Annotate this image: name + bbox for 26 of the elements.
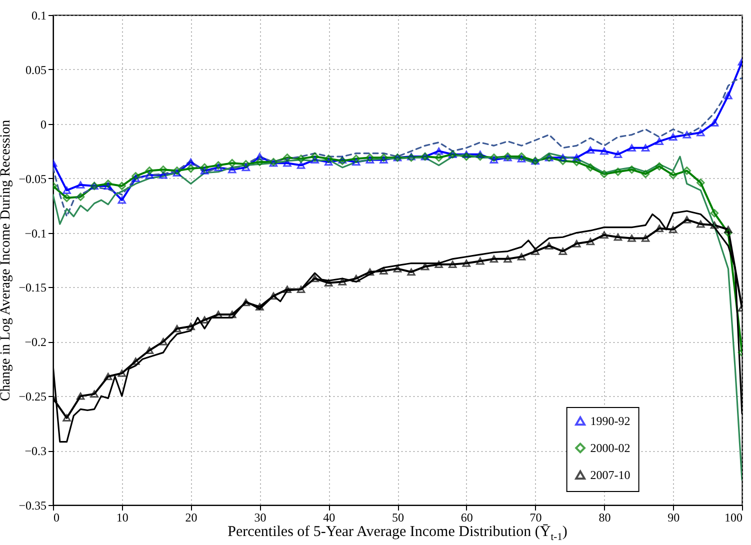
x-tick-label: 20 <box>185 510 198 524</box>
y-tick-label: 0.05 <box>26 62 46 77</box>
y-tick-label: −0.25 <box>18 390 46 404</box>
legend-label: 2000-02 <box>590 441 630 455</box>
y-tick-label: 0.1 <box>32 8 46 22</box>
y-tick-label: 0 <box>40 117 46 132</box>
legend-label: 1990-92 <box>590 414 630 428</box>
x-tick-label: 30 <box>254 510 266 524</box>
y-tick-label: −0.1 <box>24 226 46 240</box>
y-tick-label: −0.15 <box>18 280 46 295</box>
x-tick-label: 80 <box>598 510 611 524</box>
x-tick-label: 10 <box>116 510 128 524</box>
x-tick-label: 60 <box>460 510 473 524</box>
y-tick-label: −0.05 <box>18 172 46 186</box>
x-tick-label: 90 <box>668 510 680 524</box>
legend-label: 2007-10 <box>590 468 630 482</box>
x-tick-label: 50 <box>392 510 404 524</box>
x-tick-label: 100 <box>724 510 742 524</box>
y-tick-label: −0.3 <box>24 444 46 458</box>
y-tick-label: −0.2 <box>24 335 46 350</box>
x-tick-label: 40 <box>323 510 336 524</box>
x-axis-title: Percentiles of 5-Year Average Income Distribution (Ȳ$_{t-1}$) <box>226 524 568 545</box>
x-tick-label: 70 <box>530 510 542 524</box>
y-axis-title: Change in Log Average Income During Recession <box>0 120 14 402</box>
y-tick-label: −0.35 <box>18 498 46 512</box>
x-tick-label: 0 <box>54 510 60 524</box>
